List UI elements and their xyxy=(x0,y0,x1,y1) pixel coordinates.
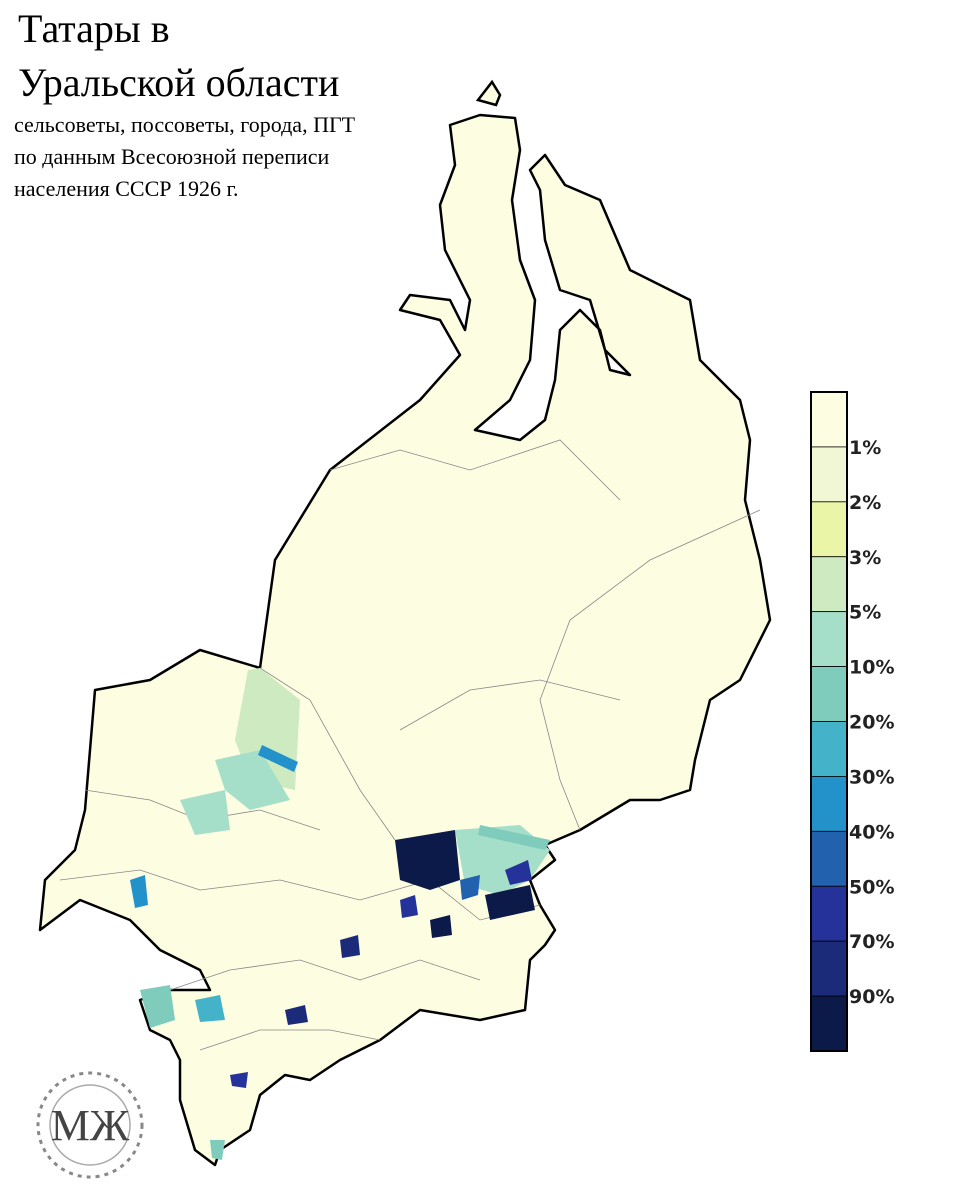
legend-swatch xyxy=(810,556,848,613)
legend-swatch xyxy=(810,995,848,1052)
legend-swatch xyxy=(810,940,848,997)
legend-swatch xyxy=(810,501,848,558)
subtitle-line: по данным Всесоюзной переписи xyxy=(14,144,330,169)
legend-label: 40% xyxy=(849,821,894,843)
legend-label: 70% xyxy=(849,931,894,953)
region-map xyxy=(38,79,772,1167)
legend-label: 3% xyxy=(849,547,881,569)
title-line: Татары в xyxy=(18,6,170,51)
legend-swatch xyxy=(810,611,848,667)
legend-label: 50% xyxy=(849,876,894,898)
legend-swatch xyxy=(810,446,848,503)
logo: МЖ xyxy=(36,1071,144,1179)
title-line: Уральской области xyxy=(18,60,339,105)
legend-label: 10% xyxy=(849,657,894,679)
legend-swatch xyxy=(810,391,848,448)
legend-swatch xyxy=(810,830,848,887)
legend-label: 90% xyxy=(849,986,894,1008)
legend-label: 2% xyxy=(849,492,881,514)
legend-label: 1% xyxy=(849,437,881,459)
legend-swatch xyxy=(810,721,848,777)
legend-swatch xyxy=(810,776,848,832)
legend-swatch xyxy=(810,666,848,722)
subtitle-line: сельсоветы, поссоветы, города, ПГТ xyxy=(14,112,356,137)
legend-frame xyxy=(810,391,848,1052)
legend-label: 20% xyxy=(849,712,894,734)
subtitle-line: населения СССР 1926 г. xyxy=(14,176,239,201)
legend-label: 5% xyxy=(849,602,881,624)
legend: 1% 2% 3% 5% 10% 20% 30% 40% 50% 70% 90% xyxy=(810,391,894,1052)
logo-text: МЖ xyxy=(51,1101,130,1150)
legend-swatch xyxy=(810,885,848,942)
legend-label: 30% xyxy=(849,766,894,788)
